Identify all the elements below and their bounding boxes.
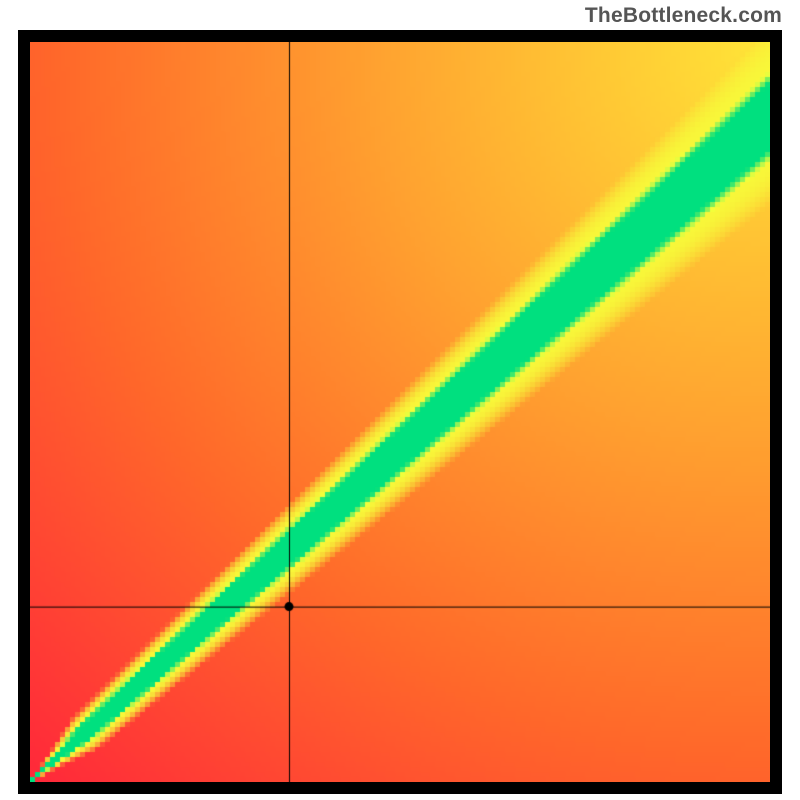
figure-root: TheBottleneck.com [0, 0, 800, 800]
heatmap-canvas [30, 42, 770, 782]
heatmap-plot [18, 30, 782, 794]
attribution-text: TheBottleneck.com [585, 4, 782, 28]
